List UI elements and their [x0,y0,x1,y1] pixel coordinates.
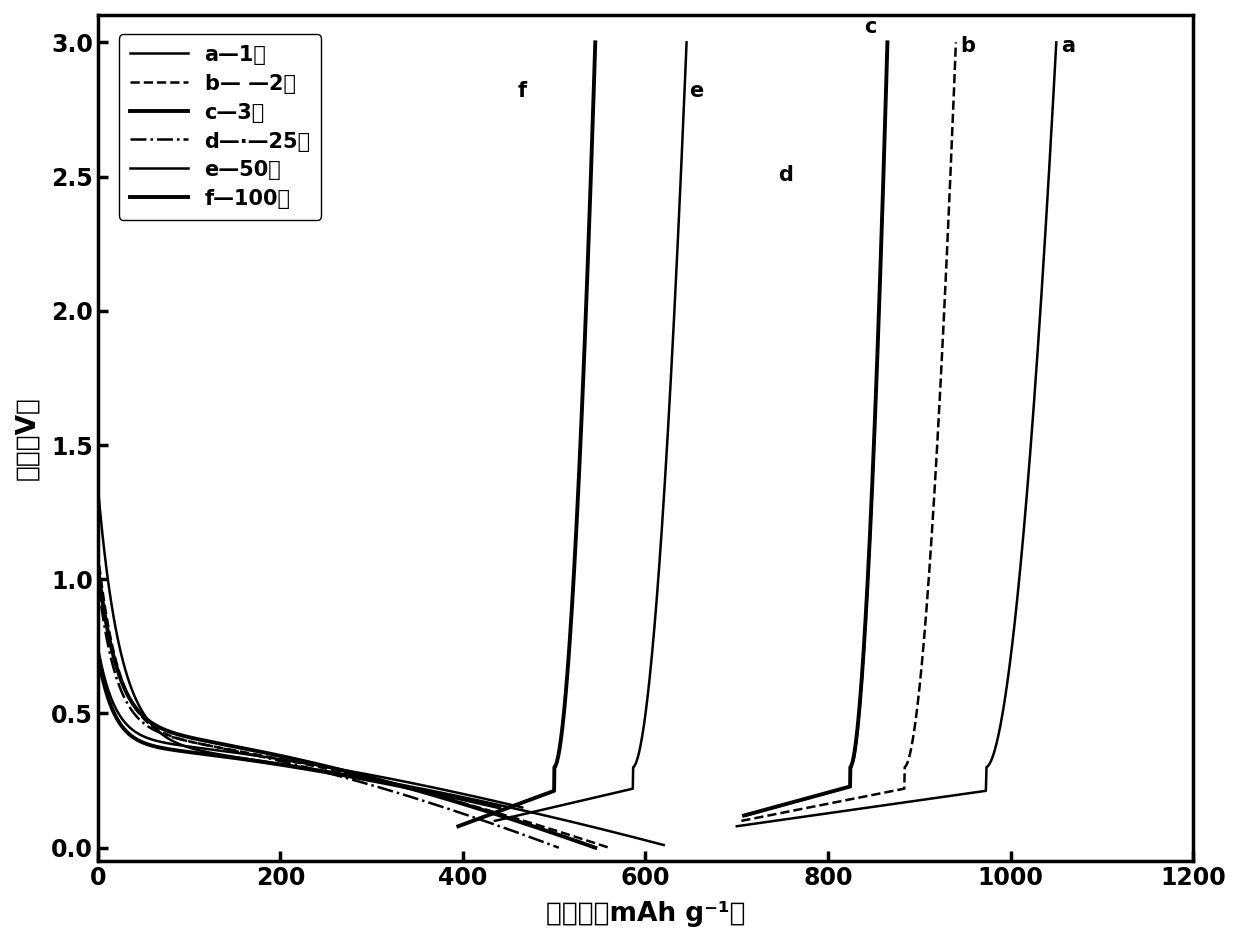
Legend: a—1次, b— —2次, c—3次, d—·—25次, e—50次, f—100次: a—1次, b— —2次, c—3次, d—·—25次, e—50次, f—10… [119,35,321,219]
Y-axis label: 电压（V）: 电压（V） [14,396,40,480]
Text: c: c [864,17,877,37]
Text: d: d [777,165,792,184]
Text: a: a [1061,36,1075,56]
X-axis label: 比容量（mAh g⁻¹）: 比容量（mAh g⁻¹） [546,901,745,927]
Text: f: f [517,81,527,102]
Text: b: b [961,36,976,56]
Text: e: e [689,81,703,102]
